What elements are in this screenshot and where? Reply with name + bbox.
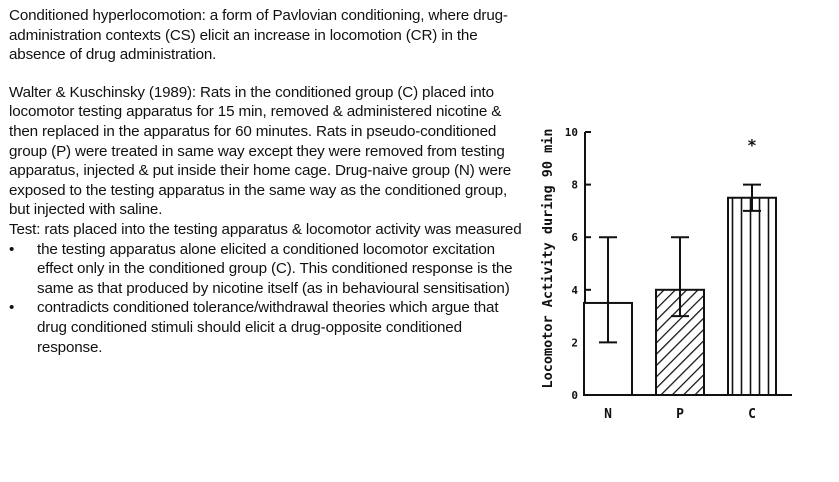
study-description: Walter & Kuschinsky (1989): Rats in the … xyxy=(9,83,512,219)
test-description: Test: rats placed into the testing appar… xyxy=(9,220,522,238)
y-tick-label: 8 xyxy=(571,179,578,192)
y-tick-label: 10 xyxy=(565,126,578,139)
y-tick-label: 2 xyxy=(571,336,578,349)
bullet-icon: • xyxy=(9,240,15,258)
list-item: • contradicts conditioned tolerance/with… xyxy=(9,298,529,357)
bullet-text: the testing apparatus alone elicited a c… xyxy=(37,240,513,297)
bullet-icon: • xyxy=(9,299,15,317)
x-tick-label: C xyxy=(748,407,756,422)
bullet-text: contradicts conditioned tolerance/withdr… xyxy=(37,299,499,356)
findings-list: • the testing apparatus alone elicited a… xyxy=(9,240,529,358)
definition-text: Conditioned hyperlocomotion: a form of P… xyxy=(9,7,508,64)
y-tick-label: 6 xyxy=(571,231,578,244)
y-axis-label: Locomotor Activity during 90 min xyxy=(540,128,556,388)
y-tick-label: 4 xyxy=(571,284,578,297)
x-tick-label: P xyxy=(676,407,684,422)
significance-mark: * xyxy=(747,136,757,155)
list-item: • the testing apparatus alone elicited a… xyxy=(9,240,529,299)
spacer xyxy=(9,65,529,83)
bar-chart: Locomotor Activity during 90 min 0 2 4 6 8 10 N… xyxy=(530,95,830,425)
slide-text: Conditioned hyperlocomotion: a form of P… xyxy=(9,6,529,357)
bar-chart-svg: Locomotor Activity during 90 min 0 2 4 6 8 10 N… xyxy=(540,126,792,422)
x-tick-label: N xyxy=(604,407,612,422)
bar-C xyxy=(727,196,777,396)
y-tick-label: 0 xyxy=(571,389,578,402)
